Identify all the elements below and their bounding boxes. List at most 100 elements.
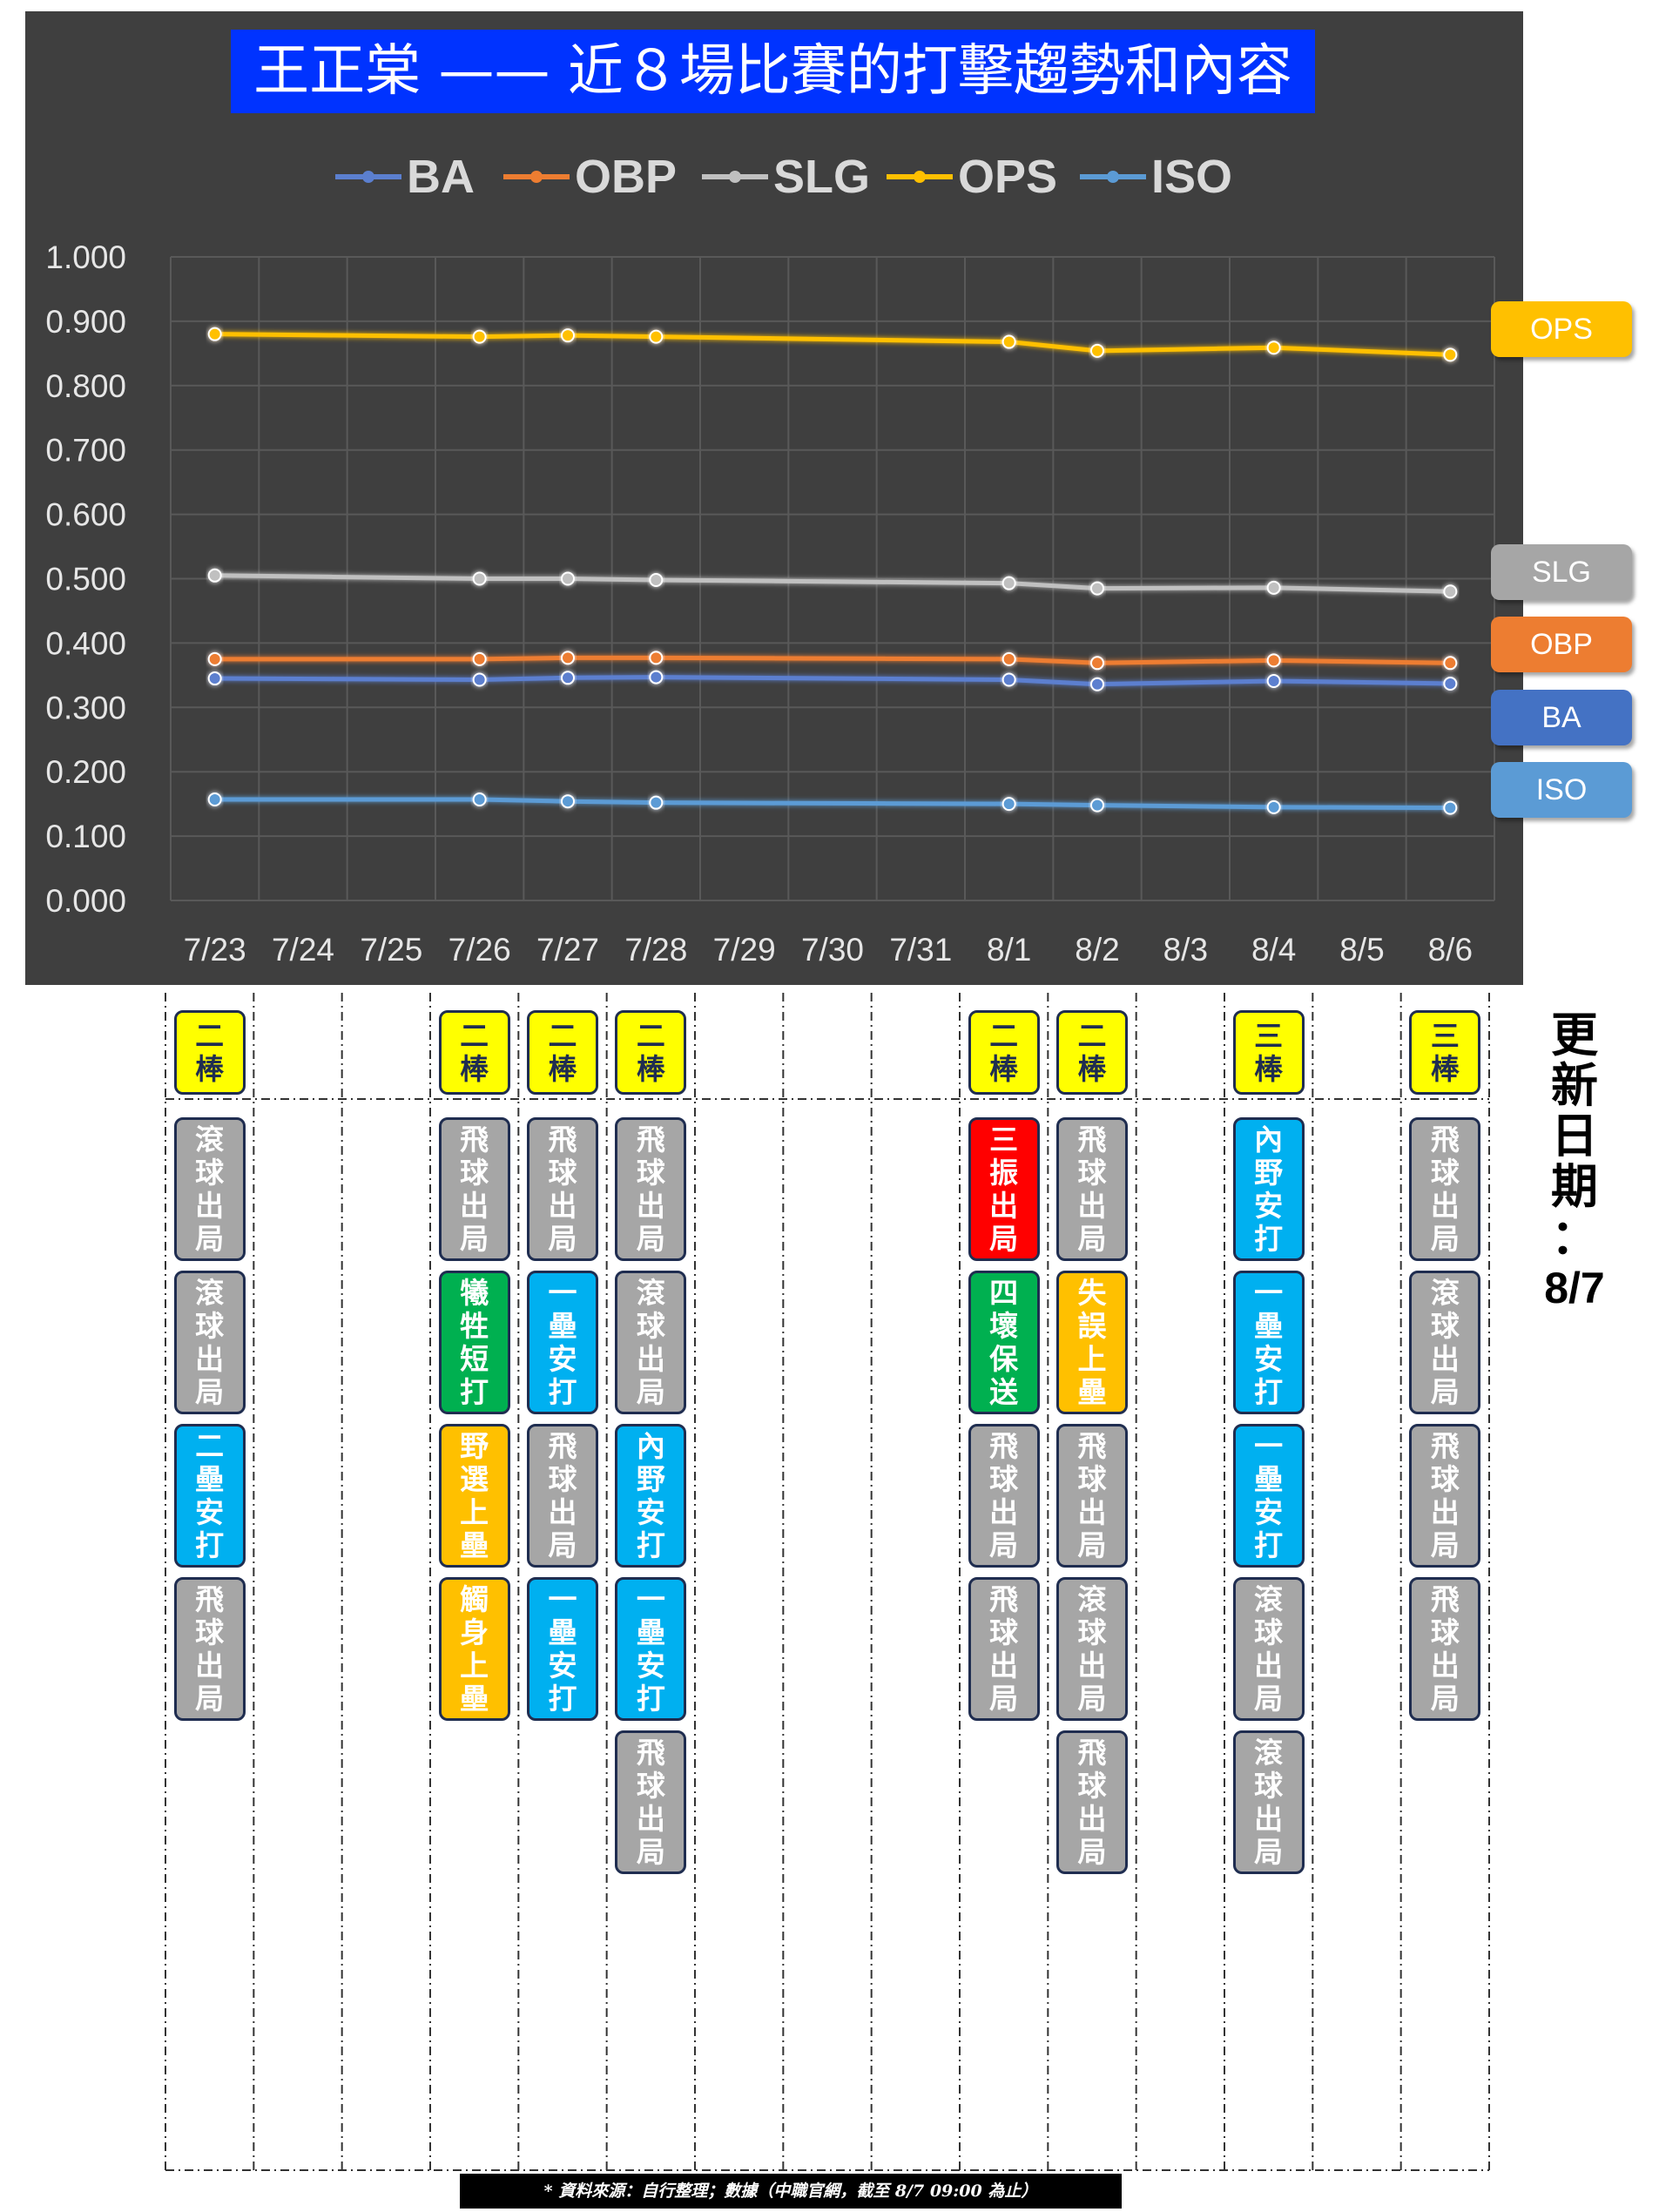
plate-appearance-out: 飛球出局 (968, 1577, 1040, 1721)
plate-appearance-out: 飛球出局 (1409, 1577, 1481, 1721)
data-point-obp (561, 651, 575, 665)
x-tick-label: 7/25 (360, 932, 422, 968)
x-tick-label: 7/26 (448, 932, 511, 968)
data-point-obp (1090, 656, 1104, 671)
data-point-iso (1443, 800, 1458, 815)
side-badge-slg: SLG (1491, 544, 1632, 600)
data-point-ops (207, 327, 222, 341)
plate-appearance-hit: 一壘安打 (527, 1577, 598, 1721)
plate-appearance-out: 飛球出局 (615, 1117, 687, 1261)
legend-label-obp: OBP (575, 151, 678, 203)
data-point-ops (561, 328, 575, 343)
data-point-ba (207, 671, 222, 686)
data-point-iso (472, 792, 487, 806)
y-tick-label: 1.000 (45, 239, 126, 275)
data-point-iso (207, 792, 222, 806)
data-point-obp (472, 651, 487, 666)
data-point-ba (1443, 676, 1458, 691)
y-tick-label: 0.700 (45, 433, 126, 469)
data-point-slg (207, 568, 222, 583)
x-tick-label: 7/30 (801, 932, 864, 968)
series-line-ops (214, 332, 1451, 357)
data-point-slg (1443, 584, 1458, 599)
data-source-note: * 資料來源：自行整理；數據（中職官網，截至 8/7 09:00 為止） (460, 2174, 1122, 2209)
plate-appearance-out: 滾球出局 (615, 1271, 687, 1414)
x-tick-label: 8/4 (1251, 932, 1296, 968)
data-point-ba (1266, 674, 1281, 689)
legend-line-slg (702, 171, 768, 183)
y-tick-label: 0.500 (45, 562, 126, 597)
legend-line-ba (335, 171, 401, 183)
plate-appearance-hit: 二壘安打 (173, 1424, 246, 1568)
legend-item-iso: ISO (1080, 146, 1232, 207)
series-line-slg (214, 573, 1451, 594)
data-point-slg (1266, 580, 1281, 595)
side-badge-ba: BA (1491, 690, 1632, 745)
plate-appearance-out: 滾球出局 (1056, 1577, 1128, 1721)
y-tick-label: 0.000 (45, 883, 126, 919)
x-tick-label: 7/28 (624, 932, 687, 968)
update-date-value: 8/7 (1544, 1264, 1605, 1312)
data-point-slg (649, 572, 664, 587)
plate-appearance-out: 滾球出局 (1232, 1577, 1305, 1721)
legend-line-ops (887, 171, 953, 183)
side-badge-obp: OBP (1491, 617, 1632, 672)
x-tick-label: 7/24 (272, 932, 334, 968)
data-point-ba (649, 670, 664, 685)
data-point-iso (649, 795, 664, 810)
update-label-text: 更新日期： (1551, 1008, 1598, 1264)
data-point-slg (1090, 581, 1104, 596)
plate-appearance-out: 飛球出局 (173, 1577, 246, 1721)
data-point-slg (472, 571, 487, 586)
series-line-ba (214, 675, 1451, 687)
batting-order-badge: 三棒 (1232, 1010, 1305, 1095)
x-tick-label: 8/2 (1075, 932, 1119, 968)
legend-item-ops: OPS (887, 146, 1057, 207)
line-chart: 1.000 0.900 0.800 0.700 0.600 0.500 0.400 0.300… (45, 239, 1495, 968)
y-tick-label: 0.800 (45, 368, 126, 404)
data-point-iso (1090, 798, 1104, 813)
x-tick-label: 7/31 (889, 932, 952, 968)
plate-appearance-out: 飛球出局 (438, 1117, 510, 1261)
plate-appearance-walk: 犧牲短打 (438, 1271, 510, 1414)
y-tick-label: 0.400 (45, 625, 126, 661)
side-badge-ops: OPS (1491, 301, 1632, 357)
legend-line-obp (503, 171, 570, 183)
plate-appearance-out: 飛球出局 (1409, 1117, 1481, 1261)
plate-appearance-hit: 一壘安打 (1232, 1271, 1305, 1414)
x-tick-label: 8/6 (1428, 932, 1473, 968)
data-point-ops (472, 329, 487, 344)
plate-appearance-strikeout: 三振出局 (968, 1117, 1040, 1261)
plate-appearance-out: 滾球出局 (173, 1117, 246, 1261)
batting-order-badge: 二棒 (968, 1010, 1040, 1095)
y-tick-label: 0.100 (45, 819, 126, 854)
plate-appearance-out: 飛球出局 (527, 1424, 598, 1568)
data-point-ba (1090, 677, 1104, 691)
y-tick-label: 0.600 (45, 497, 126, 533)
plate-appearance-out: 滾球出局 (1232, 1730, 1305, 1874)
batting-order-badge: 三棒 (1409, 1010, 1481, 1095)
legend-item-obp: OBP (503, 146, 677, 207)
batting-order-badge: 二棒 (615, 1010, 687, 1095)
plate-appearance-hit: 一壘安打 (1232, 1424, 1305, 1568)
plate-appearance-out: 飛球出局 (1056, 1117, 1128, 1261)
data-point-ops (1090, 343, 1104, 358)
data-point-ba (1001, 672, 1016, 687)
plate-appearance-out: 飛球出局 (527, 1117, 598, 1261)
x-tick-label: 7/23 (184, 932, 246, 968)
y-tick-label: 0.200 (45, 754, 126, 790)
plate-appearance-reach: 觸身上壘 (438, 1577, 510, 1721)
x-tick-label: 7/29 (713, 932, 776, 968)
data-point-ops (1443, 347, 1458, 362)
legend-label-iso: ISO (1151, 151, 1233, 203)
data-point-ba (561, 671, 575, 685)
plate-appearance-walk: 四壞保送 (968, 1271, 1040, 1414)
data-point-slg (1001, 576, 1016, 590)
series-line-obp (214, 655, 1451, 665)
batting-order-badge: 二棒 (1056, 1010, 1128, 1095)
legend-item-ba: BA (335, 146, 475, 207)
data-point-ops (1001, 334, 1016, 349)
x-tick-label: 8/5 (1339, 932, 1384, 968)
side-badge-iso: ISO (1491, 762, 1632, 818)
